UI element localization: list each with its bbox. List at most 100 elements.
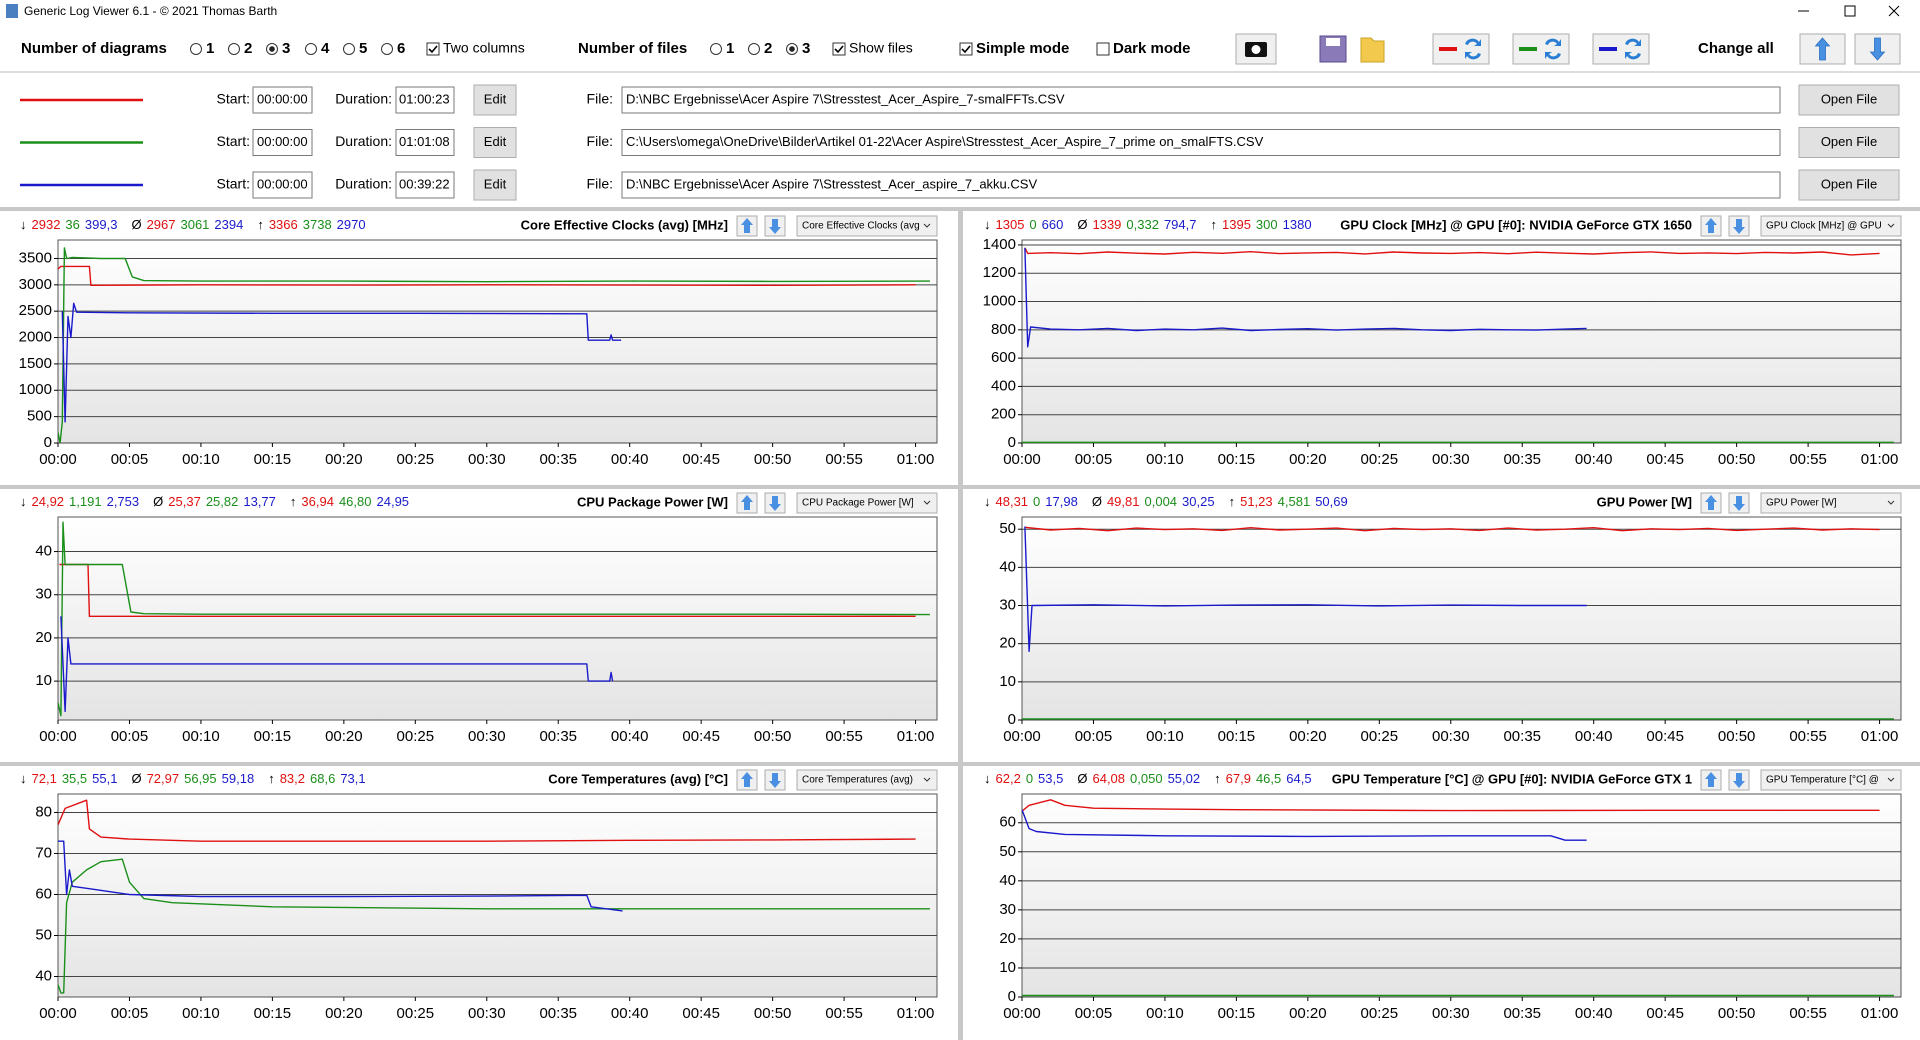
series-dropdown[interactable] bbox=[796, 215, 938, 237]
x-tick-label: 00:00 bbox=[39, 1005, 77, 1022]
checkbox-option[interactable]: Simple mode bbox=[959, 40, 1069, 57]
radio[interactable] bbox=[190, 43, 202, 55]
radio-option[interactable]: 6 bbox=[381, 40, 406, 57]
path-input[interactable] bbox=[621, 86, 1781, 114]
series-dropdown[interactable] bbox=[1760, 769, 1902, 791]
open-file-label: Open File bbox=[1821, 91, 1877, 106]
radio[interactable] bbox=[710, 43, 722, 55]
stat-value: 2,753 bbox=[107, 494, 140, 509]
checkbox[interactable] bbox=[1096, 42, 1110, 56]
checkbox-option[interactable]: Two columns bbox=[426, 40, 525, 56]
x-tick-label: 00:35 bbox=[539, 728, 577, 745]
checkbox-option[interactable]: Dark mode bbox=[1096, 40, 1191, 57]
chart-panel: ↓ 2932 36 399,3 Ø 2967 3061 2394 ↑ 3366 3738 2970 Co… bbox=[19, 215, 938, 468]
radio[interactable] bbox=[305, 43, 317, 55]
checkbox-option[interactable]: Show files bbox=[832, 40, 913, 56]
chart-panel: ↓ 72,1 35,5 55,1 Ø 72,97 56,95 59,18 ↑ 83,2 68,6 73… bbox=[20, 769, 938, 1022]
window-title: Generic Log Viewer 6.1 - © 2021 Thomas B… bbox=[24, 4, 277, 18]
dropdown-arrow bbox=[1887, 223, 1895, 228]
checkbox[interactable] bbox=[832, 42, 846, 56]
radio-option[interactable]: 2 bbox=[228, 40, 253, 57]
checkbox-label: Show files bbox=[849, 40, 913, 56]
path-input[interactable] bbox=[621, 171, 1781, 199]
plot-area bbox=[1021, 239, 1902, 444]
radio[interactable] bbox=[748, 43, 760, 55]
series-dropdown[interactable] bbox=[796, 492, 938, 514]
stat-value: 0,050 bbox=[1130, 771, 1163, 786]
stat-value: 83,2 bbox=[280, 771, 305, 786]
stat-value: 24,92 bbox=[32, 494, 65, 509]
start-input[interactable] bbox=[252, 171, 313, 199]
x-tick-label: 00:35 bbox=[1503, 1005, 1541, 1022]
series-dropdown[interactable] bbox=[796, 769, 938, 791]
checkbox[interactable] bbox=[426, 42, 440, 56]
stat-value: 46,5 bbox=[1256, 771, 1281, 786]
series-line bbox=[59, 563, 916, 617]
x-tick-label: 00:30 bbox=[468, 451, 506, 468]
x-tick-label: 00:55 bbox=[1789, 451, 1827, 468]
stat-symbol: ↑ bbox=[290, 494, 297, 509]
stat-value: 67,9 bbox=[1226, 771, 1251, 786]
edit-button[interactable] bbox=[473, 127, 517, 158]
radio-option[interactable]: 5 bbox=[343, 40, 368, 57]
stat-value: 300 bbox=[1256, 217, 1278, 232]
radio-option[interactable]: 3 bbox=[266, 40, 291, 57]
checkbox[interactable] bbox=[959, 42, 973, 56]
x-tick-label: 00:20 bbox=[1289, 1005, 1327, 1022]
x-tick-label: 00:40 bbox=[611, 1005, 649, 1022]
edit-label: Edit bbox=[484, 134, 507, 149]
x-tick-label: 00:10 bbox=[1146, 451, 1184, 468]
radio[interactable] bbox=[381, 43, 393, 55]
series-dropdown[interactable] bbox=[1760, 215, 1902, 237]
radio[interactable] bbox=[343, 43, 355, 55]
arrow-icon bbox=[1733, 496, 1745, 511]
x-tick-label: 00:30 bbox=[1432, 451, 1470, 468]
y-tick-label: 40 bbox=[35, 967, 52, 984]
stat-value: 50,69 bbox=[1315, 494, 1348, 509]
stat-symbol: Ø bbox=[153, 494, 163, 509]
swap-icon bbox=[1625, 38, 1641, 60]
x-tick-label: 00:25 bbox=[1361, 728, 1399, 745]
open-file-button[interactable] bbox=[1798, 127, 1900, 158]
x-tick-label: 01:00 bbox=[1861, 728, 1899, 745]
radio-option[interactable]: 4 bbox=[305, 40, 331, 57]
radio-option[interactable]: 3 bbox=[786, 40, 811, 57]
edit-button[interactable] bbox=[473, 169, 517, 201]
swap-color bbox=[1599, 47, 1617, 51]
stats: ↓ 62,2 0 53,5 Ø 64,08 0,050 55,02 ↑ 67,9 46,5 64,5 bbox=[984, 771, 1312, 786]
maximize-button[interactable] bbox=[1844, 5, 1856, 17]
radio[interactable] bbox=[228, 43, 240, 55]
check-mark bbox=[428, 45, 438, 54]
series-line bbox=[1024, 526, 1880, 532]
open-file-button[interactable] bbox=[1798, 84, 1900, 116]
close-button[interactable] bbox=[1888, 5, 1900, 17]
swap-button[interactable] bbox=[1592, 33, 1650, 65]
start-input[interactable] bbox=[252, 86, 313, 114]
radio-option[interactable]: 1 bbox=[710, 40, 735, 57]
dropdown-label: Core Temperatures (avg) bbox=[802, 775, 913, 786]
series-line bbox=[61, 302, 622, 423]
radio-option[interactable]: 1 bbox=[190, 40, 215, 57]
open-file-button[interactable] bbox=[1798, 169, 1900, 201]
stat-symbol: ↓ bbox=[20, 217, 27, 232]
radio-label: 6 bbox=[397, 40, 405, 57]
x-tick-label: 00:40 bbox=[611, 451, 649, 468]
y-tick-label: 500 bbox=[27, 408, 52, 425]
stat-value: 399,3 bbox=[85, 217, 118, 232]
x-tick-label: 00:55 bbox=[825, 728, 863, 745]
duration-input[interactable] bbox=[395, 86, 455, 114]
y-tick-label: 2000 bbox=[19, 329, 52, 346]
x-tick-label: 00:00 bbox=[1003, 451, 1041, 468]
series-dropdown[interactable] bbox=[1760, 492, 1902, 514]
duration-input[interactable] bbox=[395, 129, 455, 156]
edit-button[interactable] bbox=[473, 84, 517, 116]
duration-input[interactable] bbox=[395, 171, 455, 199]
radio-label: 3 bbox=[282, 40, 290, 57]
start-input[interactable] bbox=[252, 129, 313, 156]
stat-value: 4,581 bbox=[1278, 494, 1311, 509]
arrow-icon bbox=[769, 219, 781, 234]
radio-option[interactable]: 2 bbox=[748, 40, 773, 57]
open-folder-button[interactable] bbox=[1360, 37, 1385, 63]
path-input[interactable] bbox=[621, 129, 1781, 156]
label: Duration: bbox=[335, 133, 392, 149]
